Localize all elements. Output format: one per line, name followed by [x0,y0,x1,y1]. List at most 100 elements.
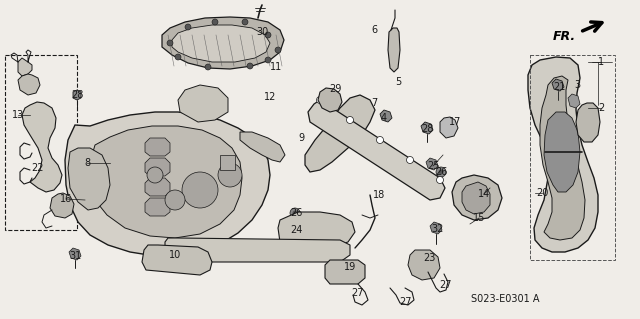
Polygon shape [172,25,270,62]
Polygon shape [18,74,40,95]
Polygon shape [440,117,458,138]
Text: 1: 1 [598,57,604,67]
Polygon shape [18,58,32,76]
Text: 7: 7 [371,98,377,108]
Circle shape [175,54,181,60]
Circle shape [182,172,218,208]
Text: 14: 14 [478,189,490,199]
Text: 4: 4 [381,113,387,123]
Circle shape [376,137,383,144]
Text: 18: 18 [373,190,385,200]
Polygon shape [540,76,585,240]
Polygon shape [305,95,375,172]
Polygon shape [421,122,433,134]
Circle shape [242,19,248,25]
Text: 9: 9 [298,133,304,143]
Polygon shape [22,102,62,192]
Polygon shape [426,158,438,170]
Text: 26: 26 [435,167,447,177]
Polygon shape [528,57,598,252]
Circle shape [147,167,163,183]
Text: 32: 32 [431,224,443,234]
Circle shape [247,63,253,69]
Circle shape [275,47,281,53]
Text: 6: 6 [371,25,377,35]
Text: 12: 12 [264,92,276,102]
Text: 21: 21 [553,82,565,92]
Circle shape [218,163,242,187]
Circle shape [317,97,323,103]
Polygon shape [462,182,490,214]
Circle shape [438,169,444,174]
Text: 27: 27 [439,280,451,290]
Polygon shape [318,88,342,112]
Text: 3: 3 [574,80,580,90]
Polygon shape [145,158,170,176]
Text: 28: 28 [71,90,83,100]
Polygon shape [69,248,81,260]
Bar [530,55,615,260]
Polygon shape [145,178,170,196]
Text: 13: 13 [12,110,24,120]
Polygon shape [576,103,600,142]
Circle shape [346,116,353,123]
Text: 23: 23 [423,253,435,263]
Text: 30: 30 [256,27,268,37]
Circle shape [212,19,218,25]
Text: 15: 15 [473,213,485,223]
Circle shape [436,176,444,183]
Circle shape [185,24,191,30]
Polygon shape [162,17,284,69]
Text: FR.: FR. [553,30,576,43]
Polygon shape [165,238,350,262]
Text: 11: 11 [270,62,282,72]
Circle shape [406,157,413,164]
Text: 8: 8 [84,158,90,168]
Polygon shape [145,198,170,216]
Text: 27: 27 [400,297,412,307]
Polygon shape [90,126,242,238]
Text: 19: 19 [344,262,356,272]
Circle shape [436,167,446,177]
Text: 24: 24 [290,225,302,235]
Polygon shape [544,112,580,192]
Polygon shape [430,222,442,234]
Text: S023-E0301 A: S023-E0301 A [471,294,540,304]
Polygon shape [380,110,392,122]
Text: 10: 10 [169,250,181,260]
Text: 20: 20 [536,188,548,198]
Text: 26: 26 [290,208,302,218]
Text: 17: 17 [449,117,461,127]
Text: 5: 5 [395,77,401,87]
Text: 2: 2 [598,103,604,113]
Polygon shape [408,250,440,280]
Polygon shape [50,193,74,218]
Polygon shape [220,155,235,170]
Circle shape [265,57,271,63]
Text: 29: 29 [329,84,341,94]
Polygon shape [325,260,365,284]
Circle shape [165,190,185,210]
Circle shape [167,40,173,46]
Polygon shape [388,28,400,72]
Text: 27: 27 [352,288,364,298]
Circle shape [292,211,298,216]
Polygon shape [568,94,580,108]
Polygon shape [145,138,170,156]
Polygon shape [178,85,228,122]
Polygon shape [552,79,564,91]
Circle shape [290,208,300,218]
Text: 31: 31 [69,251,81,261]
Text: 22: 22 [32,163,44,173]
Text: 16: 16 [60,194,72,204]
Polygon shape [240,132,285,162]
Circle shape [265,32,271,38]
Polygon shape [278,212,355,250]
Bar [5,55,77,230]
Polygon shape [65,112,270,256]
Text: 25: 25 [427,161,439,171]
Polygon shape [68,148,110,210]
Polygon shape [73,90,81,100]
Polygon shape [308,100,445,200]
Circle shape [205,64,211,70]
